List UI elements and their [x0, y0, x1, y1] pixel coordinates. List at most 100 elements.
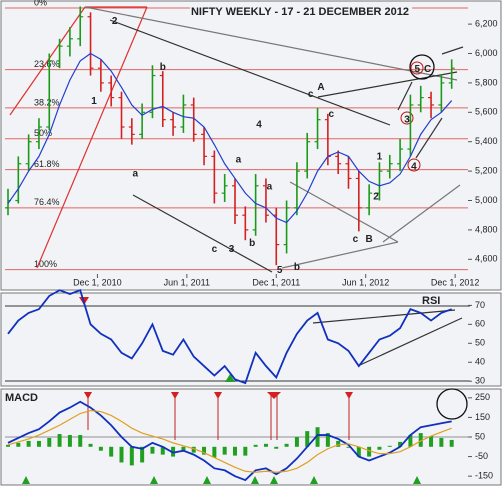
fib-label: 50% — [34, 128, 52, 138]
buy-signal — [225, 374, 235, 382]
y-tick-label: 250 — [475, 392, 490, 402]
fib-label: 61.8% — [34, 159, 60, 169]
fib-construction — [36, 6, 148, 269]
histogram-bar — [263, 443, 268, 447]
arrow — [415, 117, 443, 159]
buy-signal — [270, 476, 278, 484]
y-tick-label: 4,600 — [475, 254, 498, 264]
histogram-bar — [398, 441, 403, 447]
fib-construction — [9, 6, 86, 116]
wave-label: 5 — [415, 64, 421, 75]
price-panel — [0, 0, 502, 291]
histogram-bar — [305, 431, 310, 447]
wave-label: b — [294, 262, 300, 273]
histogram-bar — [36, 440, 41, 447]
wave-circle — [407, 158, 421, 172]
wave-circle — [400, 111, 414, 125]
histogram-bar — [233, 446, 237, 456]
histogram-bar — [160, 446, 165, 455]
arrow — [441, 46, 464, 55]
histogram-bar — [449, 439, 454, 447]
trend-lines — [5, 6, 470, 438]
wave-label: a — [236, 154, 242, 165]
y-tick-label: 6,000 — [475, 48, 498, 58]
y-tick-label: 150 — [475, 412, 490, 422]
x-tick-label: Dec 1, 2011 — [252, 277, 300, 287]
trend-line — [281, 241, 399, 269]
histogram-bar — [78, 435, 83, 447]
sell-signal — [267, 392, 281, 399]
sell-signal — [345, 392, 353, 399]
histogram-bar — [98, 446, 103, 451]
y-tick-label: -150 — [475, 471, 493, 481]
y-tick-label: 4,800 — [475, 224, 498, 234]
rsi-trend — [312, 309, 456, 324]
panel-label: MACD — [5, 392, 38, 404]
wave-circle — [410, 61, 424, 75]
sell-signal — [84, 392, 92, 399]
wave-label: c — [353, 234, 359, 245]
wave-label: 1 — [91, 96, 97, 107]
wave-label: A — [317, 82, 324, 93]
histogram-bar — [67, 435, 72, 447]
histogram-bar — [243, 446, 248, 456]
histogram-bar — [191, 446, 196, 453]
wave-label: c — [308, 89, 314, 100]
macd-line — [7, 400, 452, 482]
wave-label: b — [249, 238, 255, 249]
y-tick-label: 5,000 — [475, 195, 498, 205]
histogram-bar — [336, 440, 341, 447]
chart-title: NIFTY WEEKLY - 17 - 21 DECEMBER 2012 — [191, 6, 409, 18]
title-backdrop — [190, 4, 412, 20]
histogram-bar — [47, 437, 52, 447]
histogram-bar — [284, 443, 289, 447]
histogram-bar — [181, 446, 186, 452]
histogram-bar — [325, 433, 330, 447]
buy-signal — [22, 476, 30, 484]
x-tick-label: Dec 1, 2012 — [431, 277, 480, 287]
buy-signal — [203, 476, 211, 484]
histogram-bar — [315, 427, 320, 447]
wave-label: c — [212, 244, 218, 255]
y-tick-label: 5,800 — [475, 77, 498, 87]
fib-label: 0% — [34, 0, 47, 7]
fib-label: 23.6% — [34, 59, 60, 69]
histogram-bar — [16, 442, 21, 447]
wave-label: a — [267, 182, 273, 193]
buy-signal — [310, 476, 318, 484]
wave-label: C — [424, 64, 431, 75]
trend-line — [382, 184, 461, 243]
wave-label: b — [160, 62, 166, 73]
buy-signal — [251, 476, 259, 484]
histogram-bar — [429, 436, 434, 447]
wave-label: B — [366, 234, 373, 245]
rsi-panel — [0, 292, 502, 387]
buy-signal — [150, 476, 158, 484]
buy-signal — [413, 476, 421, 484]
histogram-bar — [439, 437, 444, 447]
rsi-line — [7, 289, 452, 385]
histogram-bar — [109, 446, 114, 457]
trend-line — [109, 19, 391, 126]
wave-label: 3 — [404, 114, 410, 125]
histogram-bar — [26, 440, 31, 447]
histogram-bar — [202, 446, 207, 455]
moving-average — [7, 52, 453, 224]
y-tick-label: 50 — [475, 431, 485, 441]
trend-line — [317, 71, 458, 98]
y-tick-label: 50 — [475, 338, 485, 348]
x-tick-label: Jun 1, 2011 — [164, 277, 210, 287]
histogram-bar — [387, 445, 392, 447]
histogram-bar — [57, 434, 62, 447]
histogram-bar — [150, 446, 155, 454]
signals — [22, 297, 421, 484]
x-tick-label: Jun 1, 2012 — [342, 277, 389, 287]
histogram-bar — [222, 446, 227, 455]
wave-label: 4 — [411, 161, 417, 172]
y-tick-label: 5,200 — [475, 165, 498, 175]
highlight-circle — [409, 54, 435, 80]
wave-label: c — [329, 109, 335, 120]
histogram-bar — [140, 446, 145, 463]
histogram-bar — [294, 437, 299, 447]
